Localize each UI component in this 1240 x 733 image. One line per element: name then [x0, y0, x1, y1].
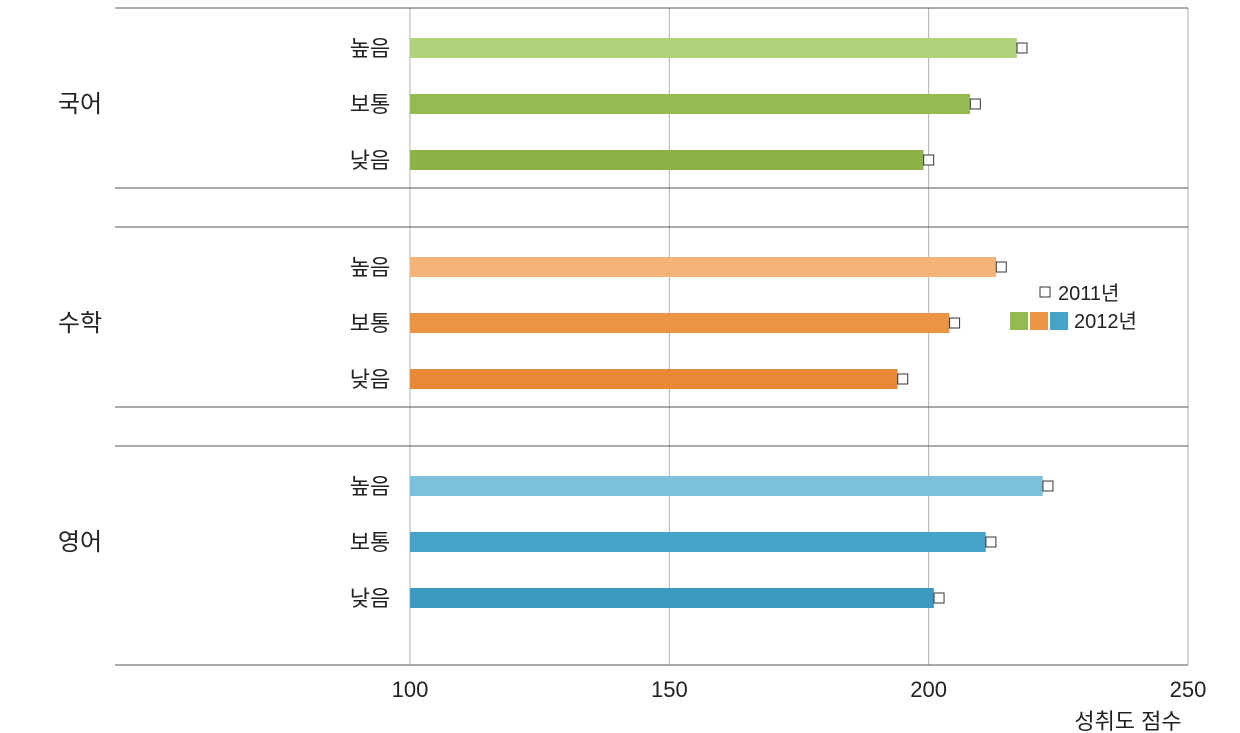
marker-2011 [1017, 43, 1027, 53]
x-tick-label: 250 [1170, 677, 1207, 702]
bars-layer: 국어높음보통낮음수학높음보통낮음영어높음보통낮음 [58, 36, 1053, 611]
bar-2012 [410, 38, 1017, 58]
bar-2012 [410, 313, 949, 333]
row-label: 보통 [350, 92, 390, 117]
bar-2012 [410, 94, 970, 114]
x-tick-label: 100 [392, 677, 429, 702]
legend: 2011년 2012년 [1010, 282, 1137, 333]
legend-marker-icon [1040, 287, 1050, 297]
marker-2011 [950, 318, 960, 328]
x-axis-label: 성취도 점수 [1074, 709, 1181, 733]
group-label: 국어 [58, 91, 102, 118]
group-label: 영어 [58, 529, 102, 556]
row-label: 높음 [350, 36, 390, 61]
legend-label: 2012년 [1074, 310, 1137, 333]
legend-swatch-icon [1010, 312, 1028, 330]
marker-2011 [924, 155, 934, 165]
marker-2011 [986, 537, 996, 547]
achievement-bar-chart: 100150200250성취도 점수국어높음보통낮음수학높음보통낮음영어높음보통… [0, 0, 1240, 733]
marker-2011 [934, 593, 944, 603]
bar-2012 [410, 588, 934, 608]
row-label: 낮음 [350, 586, 390, 611]
group-label: 수학 [58, 310, 102, 337]
row-label: 높음 [350, 474, 390, 499]
marker-2011 [1043, 481, 1053, 491]
legend-label: 2011년 [1058, 282, 1119, 305]
bar-2012 [410, 369, 898, 389]
row-label: 낮음 [350, 367, 390, 392]
bar-2012 [410, 476, 1043, 496]
marker-2011 [996, 262, 1006, 272]
bar-2012 [410, 532, 986, 552]
row-label: 낮음 [350, 148, 390, 173]
bar-2012 [410, 257, 996, 277]
marker-2011 [970, 99, 980, 109]
row-label: 보통 [350, 530, 390, 555]
x-tick-label: 200 [910, 677, 947, 702]
legend-swatch-icon [1050, 312, 1068, 330]
x-tick-label: 150 [651, 677, 688, 702]
row-label: 높음 [350, 255, 390, 280]
bar-2012 [410, 150, 923, 170]
legend-swatch-icon [1030, 312, 1048, 330]
chart-container: 100150200250성취도 점수국어높음보통낮음수학높음보통낮음영어높음보통… [0, 0, 1240, 733]
row-label: 보통 [350, 311, 390, 336]
marker-2011 [898, 374, 908, 384]
